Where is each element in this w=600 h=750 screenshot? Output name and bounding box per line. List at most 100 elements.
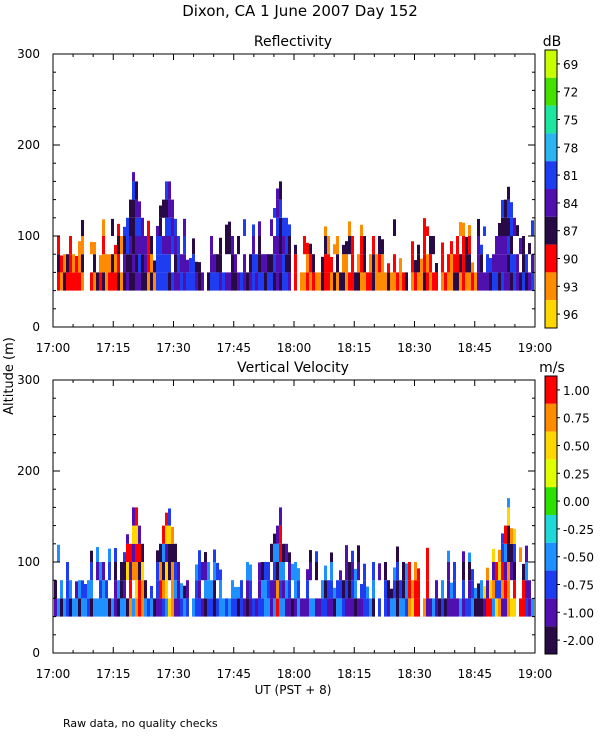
echo-cell bbox=[324, 236, 327, 255]
echo-cell bbox=[237, 586, 240, 599]
velocity-echo-cells bbox=[54, 498, 534, 617]
echo-cell bbox=[423, 254, 426, 273]
echo-cell bbox=[411, 598, 414, 617]
echo-cell bbox=[339, 272, 342, 291]
echo-cell bbox=[504, 598, 507, 617]
colorbar-label: 1.00 bbox=[563, 384, 590, 398]
echo-cell bbox=[348, 562, 351, 581]
echo-cell bbox=[249, 272, 252, 291]
echo-cell bbox=[372, 254, 375, 273]
echo-cell bbox=[111, 254, 114, 273]
colorbar-label: 0.50 bbox=[563, 440, 590, 454]
echo-cell bbox=[456, 598, 459, 617]
echo-cell bbox=[123, 580, 126, 599]
echo-cell bbox=[471, 598, 474, 617]
echo-cell bbox=[423, 598, 426, 617]
echo-cell bbox=[174, 543, 177, 562]
echo-cell bbox=[396, 272, 399, 291]
echo-cell bbox=[297, 580, 300, 599]
colorbar-swatch bbox=[545, 487, 557, 515]
colorbar-label: 72 bbox=[563, 86, 578, 100]
echo-cell bbox=[177, 236, 180, 255]
echo-cell bbox=[501, 199, 504, 218]
echo-cell bbox=[459, 221, 462, 236]
echo-cell bbox=[258, 254, 261, 273]
echo-cell bbox=[57, 544, 60, 562]
echo-cell bbox=[171, 199, 174, 218]
echo-cell bbox=[54, 580, 57, 599]
echo-cell bbox=[216, 254, 219, 273]
echo-cell bbox=[276, 598, 279, 617]
echo-cell bbox=[162, 236, 165, 255]
echo-cell bbox=[501, 562, 504, 581]
echo-cell bbox=[231, 236, 234, 255]
echo-cell bbox=[180, 272, 183, 291]
echo-cell bbox=[117, 598, 120, 617]
echo-cell bbox=[144, 254, 147, 273]
echo-cell bbox=[159, 254, 162, 273]
echo-cell bbox=[306, 598, 309, 617]
echo-cell bbox=[426, 562, 429, 581]
echo-cell bbox=[156, 562, 159, 581]
echo-cell bbox=[186, 598, 189, 617]
echo-cell bbox=[531, 254, 534, 273]
echo-cell bbox=[207, 272, 210, 291]
velocity-y-ticks: 0 100 200 300 bbox=[17, 373, 535, 660]
reflectivity-panel: Reflectivity dB 17:00 17:15 17:30 17:45 18:0… bbox=[17, 34, 578, 355]
echo-cell bbox=[372, 598, 375, 617]
echo-cell bbox=[132, 598, 135, 617]
echo-cell bbox=[75, 581, 78, 599]
echo-cell bbox=[435, 263, 438, 273]
echo-cell bbox=[360, 254, 363, 273]
echo-cell bbox=[426, 580, 429, 599]
echo-cell bbox=[165, 580, 168, 599]
echo-cell bbox=[321, 272, 324, 291]
echo-cell bbox=[114, 598, 117, 617]
reflectivity-plot-area bbox=[52, 53, 536, 328]
echo-cell bbox=[516, 272, 519, 291]
echo-cell bbox=[462, 254, 465, 273]
echo-cell bbox=[453, 254, 456, 273]
echo-cell bbox=[363, 236, 366, 255]
echo-cell bbox=[177, 562, 180, 581]
colorbar-label: 87 bbox=[563, 225, 578, 239]
echo-cell bbox=[315, 562, 318, 581]
echo-cell bbox=[135, 272, 138, 291]
echo-cell bbox=[138, 562, 141, 581]
velocity-x-ticks: 17:00 17:15 17:30 17:45 18:00 18:15 18:30 18:45… bbox=[36, 380, 552, 681]
echo-cell bbox=[258, 221, 261, 236]
echo-cell bbox=[462, 551, 465, 562]
echo-cell bbox=[171, 272, 174, 291]
echo-cell bbox=[294, 580, 297, 599]
echo-cell bbox=[501, 272, 504, 291]
echo-cell bbox=[168, 254, 171, 273]
echo-cell bbox=[375, 272, 378, 291]
echo-cell bbox=[513, 543, 516, 562]
echo-cell bbox=[129, 272, 132, 291]
echo-cell bbox=[261, 272, 264, 291]
echo-cell bbox=[324, 598, 327, 617]
echo-cell bbox=[165, 562, 168, 581]
echo-cell bbox=[99, 562, 102, 581]
echo-cell bbox=[276, 254, 279, 273]
echo-cell bbox=[213, 272, 216, 291]
echo-cell bbox=[468, 552, 471, 562]
echo-cell bbox=[360, 224, 363, 236]
echo-cell bbox=[279, 236, 282, 255]
colorbar-swatch bbox=[545, 403, 557, 432]
echo-cell bbox=[135, 525, 138, 544]
echo-cell bbox=[279, 272, 282, 291]
echo-cell bbox=[57, 272, 60, 291]
echo-cell bbox=[147, 254, 150, 273]
echo-cell bbox=[306, 242, 309, 255]
x-tick-label: 17:15 bbox=[96, 341, 131, 355]
echo-cell bbox=[495, 562, 498, 581]
echo-cell bbox=[138, 236, 141, 255]
echo-cell bbox=[363, 580, 366, 599]
echo-cell bbox=[309, 598, 312, 617]
echo-cell bbox=[459, 598, 462, 617]
echo-cell bbox=[492, 254, 495, 273]
echo-cell bbox=[279, 199, 282, 218]
echo-cell bbox=[78, 241, 81, 255]
x-tick-label: 18:15 bbox=[337, 667, 372, 681]
